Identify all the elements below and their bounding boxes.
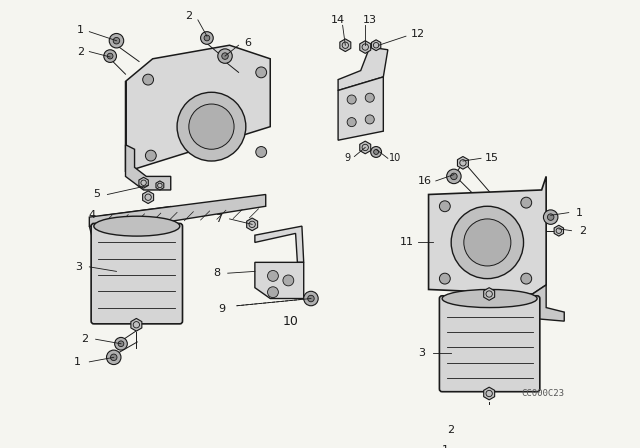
Text: 12: 12 <box>411 30 425 39</box>
Circle shape <box>308 295 314 302</box>
Circle shape <box>547 214 554 220</box>
Circle shape <box>106 350 121 365</box>
Text: CC000C23: CC000C23 <box>522 388 564 398</box>
Polygon shape <box>360 141 371 154</box>
Circle shape <box>256 146 267 157</box>
Polygon shape <box>554 225 564 236</box>
Circle shape <box>543 210 558 224</box>
Polygon shape <box>371 40 381 51</box>
Text: 4: 4 <box>88 210 95 220</box>
Ellipse shape <box>94 216 180 236</box>
Circle shape <box>451 173 457 180</box>
Text: 9: 9 <box>344 153 350 164</box>
Polygon shape <box>340 39 351 52</box>
Polygon shape <box>246 218 258 231</box>
Circle shape <box>464 219 511 266</box>
Circle shape <box>256 67 267 78</box>
Text: 8: 8 <box>213 268 220 278</box>
Polygon shape <box>429 177 546 294</box>
Circle shape <box>481 442 488 448</box>
Polygon shape <box>90 194 266 231</box>
Circle shape <box>371 146 381 157</box>
Circle shape <box>347 118 356 127</box>
Text: 3: 3 <box>418 348 425 358</box>
Text: 1: 1 <box>576 207 583 218</box>
Text: 2: 2 <box>447 425 455 435</box>
Circle shape <box>483 423 495 436</box>
Circle shape <box>268 287 278 297</box>
Polygon shape <box>484 387 495 400</box>
Circle shape <box>109 34 124 48</box>
Circle shape <box>521 273 532 284</box>
FancyBboxPatch shape <box>91 224 182 324</box>
Circle shape <box>189 104 234 149</box>
Text: 10: 10 <box>389 153 401 164</box>
Circle shape <box>118 341 124 347</box>
Circle shape <box>108 53 113 59</box>
Text: 1: 1 <box>77 25 84 35</box>
Polygon shape <box>484 288 495 300</box>
Text: 9: 9 <box>218 304 225 314</box>
Circle shape <box>365 115 374 124</box>
Circle shape <box>374 150 378 155</box>
Polygon shape <box>125 145 171 190</box>
Text: 15: 15 <box>485 153 499 164</box>
Text: 14: 14 <box>331 15 345 25</box>
Circle shape <box>283 275 294 286</box>
Circle shape <box>447 169 461 184</box>
Polygon shape <box>338 77 383 140</box>
Polygon shape <box>90 226 121 244</box>
Polygon shape <box>360 41 371 53</box>
Circle shape <box>304 291 318 306</box>
Text: 11: 11 <box>400 237 414 247</box>
Circle shape <box>365 93 374 102</box>
Polygon shape <box>338 47 388 90</box>
Circle shape <box>477 438 492 448</box>
Text: 2: 2 <box>81 334 88 344</box>
Polygon shape <box>255 226 304 263</box>
FancyBboxPatch shape <box>440 296 540 392</box>
Text: 2: 2 <box>185 11 193 22</box>
Polygon shape <box>532 285 564 321</box>
Text: 16: 16 <box>418 176 432 186</box>
Circle shape <box>145 150 156 161</box>
Circle shape <box>440 273 451 284</box>
Circle shape <box>115 337 127 350</box>
Circle shape <box>113 38 120 44</box>
Text: 1: 1 <box>74 357 81 367</box>
Text: 1: 1 <box>442 444 449 448</box>
Text: 10: 10 <box>283 314 299 327</box>
Circle shape <box>521 197 532 208</box>
Text: 3: 3 <box>75 262 82 272</box>
Circle shape <box>268 271 278 281</box>
Circle shape <box>218 49 232 63</box>
Polygon shape <box>131 319 142 331</box>
Circle shape <box>200 32 213 44</box>
Circle shape <box>347 95 356 104</box>
Polygon shape <box>255 263 304 298</box>
Text: 2: 2 <box>77 47 84 56</box>
Text: 6: 6 <box>244 38 251 47</box>
Circle shape <box>177 92 246 161</box>
Circle shape <box>104 50 116 62</box>
Polygon shape <box>143 191 154 203</box>
Text: 2: 2 <box>579 226 586 236</box>
Circle shape <box>440 201 451 212</box>
Circle shape <box>486 427 492 433</box>
Circle shape <box>111 354 117 361</box>
Polygon shape <box>125 45 270 172</box>
Text: 5: 5 <box>93 190 100 199</box>
Text: 13: 13 <box>363 15 377 25</box>
Polygon shape <box>156 181 164 190</box>
Polygon shape <box>139 177 148 188</box>
Circle shape <box>221 53 228 59</box>
Circle shape <box>451 206 524 279</box>
Circle shape <box>204 35 210 41</box>
Text: 7: 7 <box>215 214 222 224</box>
Ellipse shape <box>442 289 537 308</box>
Circle shape <box>143 74 154 85</box>
Polygon shape <box>458 156 468 169</box>
